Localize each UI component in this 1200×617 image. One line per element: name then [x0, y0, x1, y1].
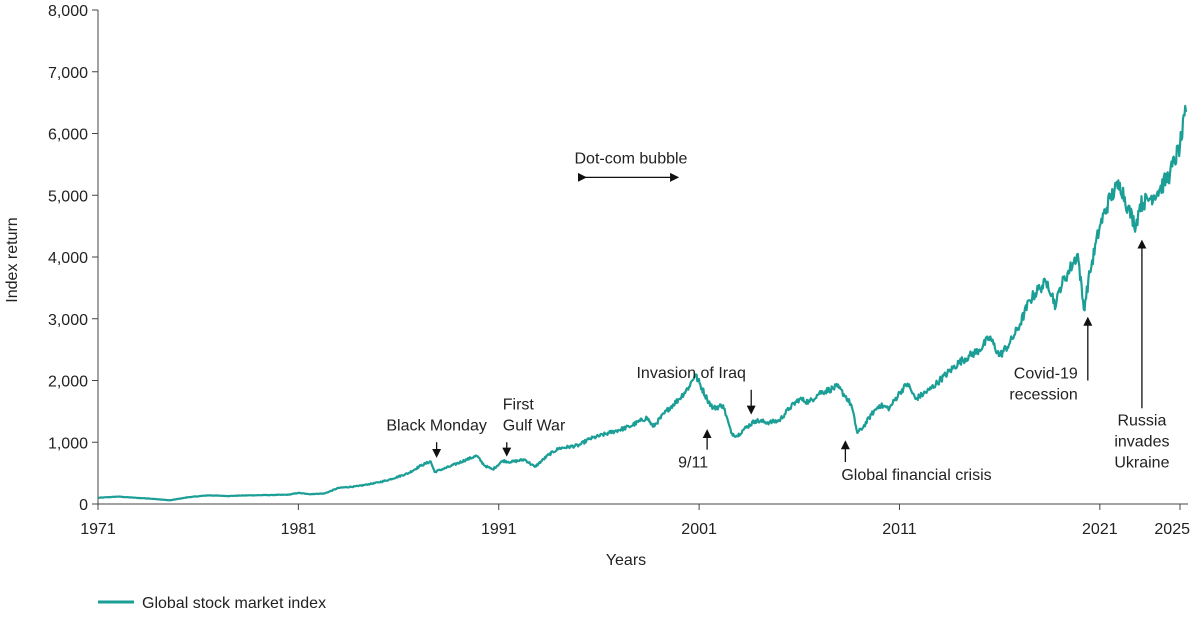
series-layer [97, 104, 1188, 502]
legend: Global stock market index [98, 595, 326, 612]
y-axis: 0 1,000 2,000 3,000 4,000 5,000 6,000 7,000 8,00… [48, 3, 98, 514]
y-tick-label: 2,000 [48, 374, 88, 391]
x-tick-label: 2011 [882, 521, 917, 538]
y-tick-label: 4,000 [48, 250, 88, 267]
y-tick-label: 3,000 [48, 312, 88, 329]
x-tick-label: 2025 [1154, 521, 1190, 538]
legend-label: Global stock market index [142, 595, 326, 612]
y-tick-label: 7,000 [48, 65, 88, 82]
y-tick-label: 5,000 [48, 188, 88, 205]
x-tick-label: 2021 [1082, 521, 1118, 538]
annotation-covid-label: Covid-19 recession [1009, 366, 1078, 404]
y-tick-label: 1,000 [48, 435, 88, 452]
series-line-global-stock-market-index [97, 104, 1188, 502]
annotation-iraq-label: Invasion of Iraq [636, 365, 745, 382]
y-tick-label: 6,000 [48, 127, 88, 144]
annotation-russia-label: Russia invades Ukraine [1114, 412, 1169, 471]
x-axis-title: Years [606, 552, 646, 569]
annotation-gulf-war-label: First Gulf War [503, 396, 566, 434]
annotation-gfc-label: Global financial crisis [841, 467, 991, 484]
annotation-nine-eleven-label: 9/11 [678, 455, 708, 472]
x-axis: 1971 1981 1991 2001 2011 2021 2025 [80, 504, 1190, 538]
annotation-dot-com-label: Dot-com bubble [575, 150, 688, 167]
x-tick-label: 1991 [481, 521, 517, 538]
x-tick-label: 2001 [681, 521, 717, 538]
x-tick-label: 1981 [281, 521, 317, 538]
y-axis-title: Index return [4, 217, 21, 302]
x-tick-label: 1971 [80, 521, 116, 538]
y-tick-label: 8,000 [48, 3, 88, 20]
y-tick-label: 0 [79, 497, 88, 514]
annotations: Dot-com bubble Black Monday First Gulf War I… [386, 150, 1169, 484]
annotation-black-monday-label: Black Monday [386, 417, 487, 434]
